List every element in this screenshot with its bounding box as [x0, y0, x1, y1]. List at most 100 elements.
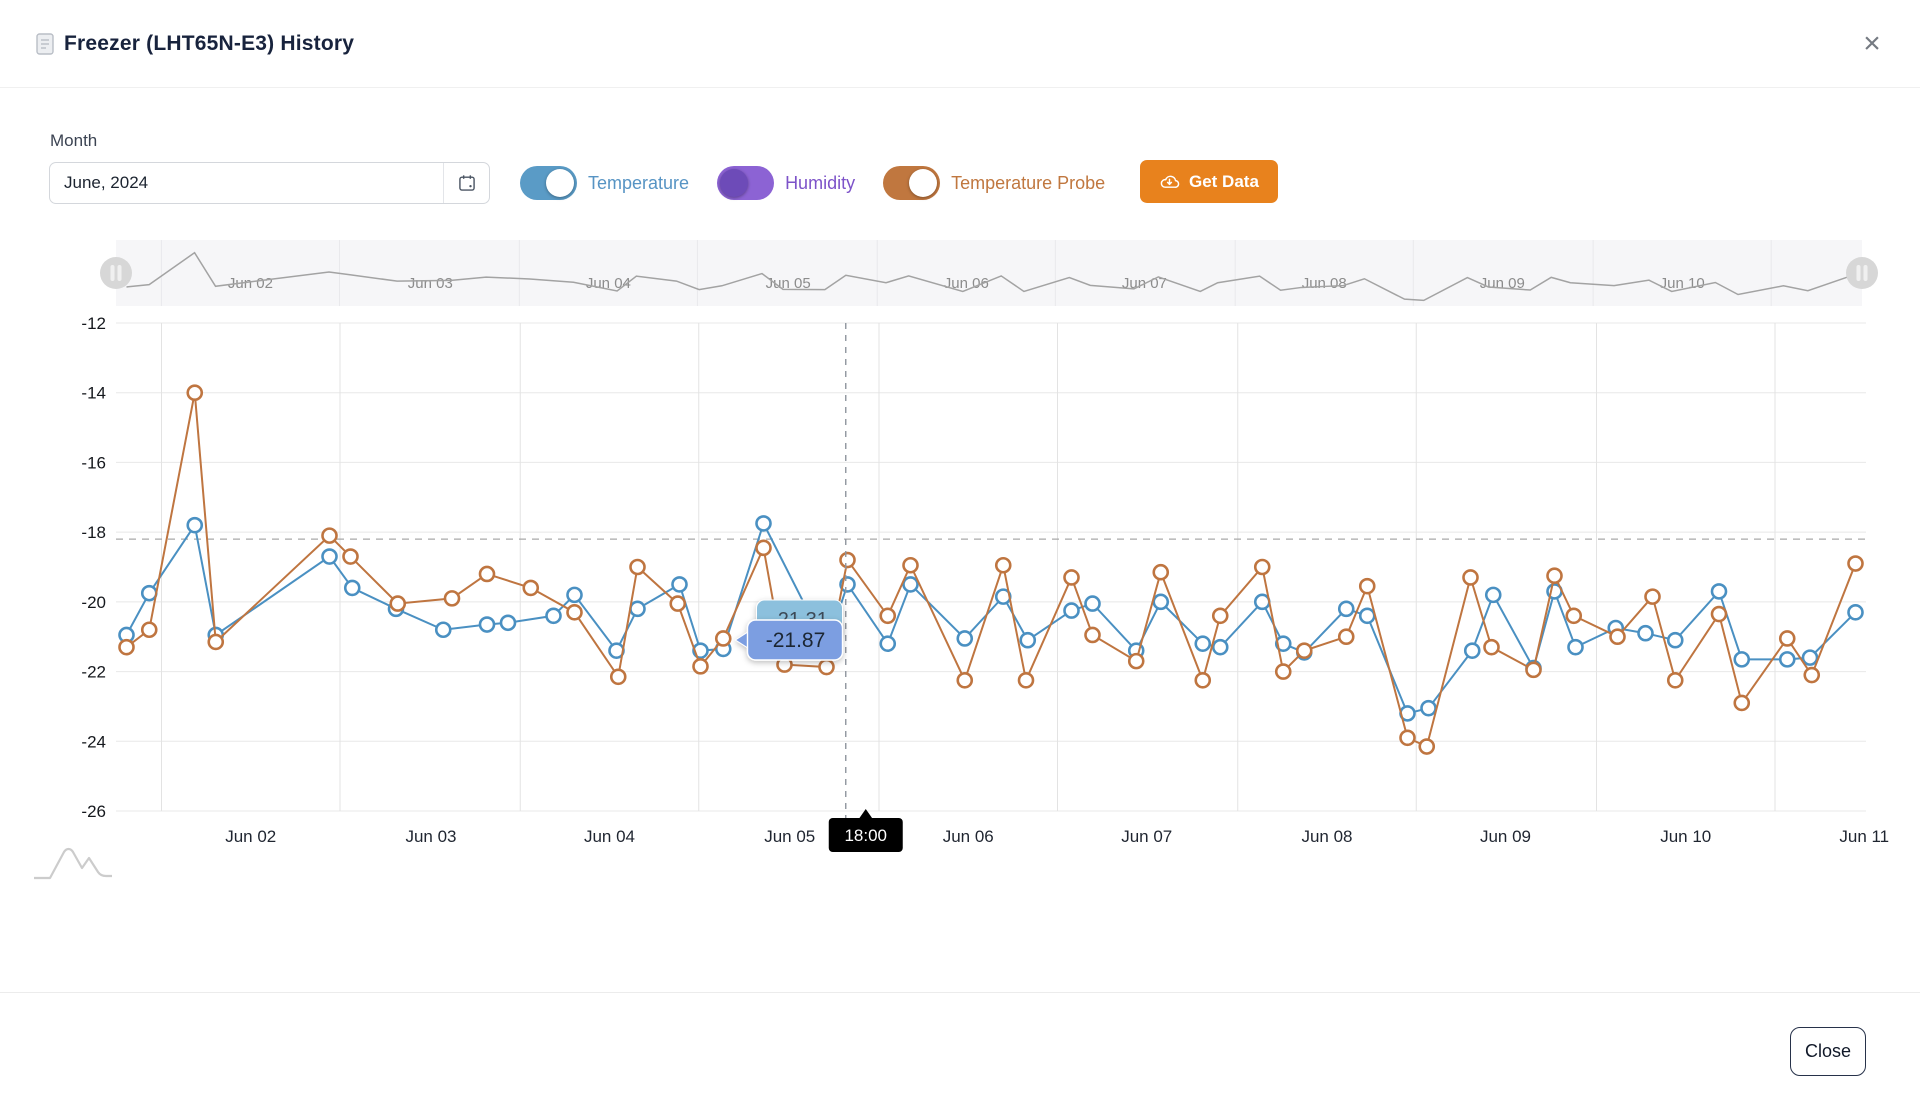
data-point[interactable] [1733, 651, 1751, 668]
data-point[interactable] [478, 565, 496, 583]
data-point[interactable] [1358, 607, 1376, 625]
data-point[interactable] [669, 595, 687, 612]
data-point[interactable] [1525, 661, 1542, 679]
close-button[interactable]: Close [1790, 1027, 1866, 1076]
data-point[interactable] [1399, 729, 1416, 747]
data-point[interactable] [609, 668, 627, 686]
data-point[interactable] [1211, 607, 1229, 625]
data-point[interactable] [1017, 671, 1035, 689]
data-point[interactable] [1019, 631, 1037, 649]
data-point[interactable] [1778, 630, 1796, 647]
data-point[interactable] [1710, 583, 1728, 600]
data-point[interactable] [1847, 604, 1864, 621]
data-point[interactable] [545, 607, 562, 625]
data-point[interactable] [902, 576, 919, 593]
get-data-button[interactable]: Get Data [1140, 160, 1278, 203]
data-point[interactable] [321, 527, 338, 544]
data-point[interactable] [1152, 563, 1170, 581]
data-point[interactable] [671, 576, 688, 593]
data-point[interactable] [818, 658, 835, 676]
navigator-handle-right[interactable] [1846, 257, 1878, 289]
series-temperature[interactable] [118, 515, 1864, 722]
data-point[interactable] [1666, 671, 1684, 689]
data-point[interactable] [1418, 738, 1436, 755]
toggle-humidity[interactable] [717, 166, 775, 200]
data-point[interactable] [186, 384, 204, 402]
data-point[interactable] [994, 556, 1012, 574]
data-point[interactable] [956, 671, 974, 689]
data-point[interactable] [1484, 586, 1502, 604]
data-point[interactable] [1337, 628, 1355, 646]
data-point[interactable] [1253, 558, 1271, 576]
data-point[interactable] [755, 515, 772, 532]
data-point[interactable] [566, 604, 583, 621]
data-point[interactable] [1483, 638, 1500, 656]
data-point[interactable] [1462, 569, 1479, 586]
data-point[interactable] [692, 658, 709, 675]
data-point[interactable] [1127, 652, 1145, 670]
data-point[interactable] [186, 516, 204, 534]
data-point[interactable] [478, 616, 496, 633]
history-chart[interactable]: Jun 02 Jun 03 Jun 04 Jun 05 Jun 06 Jun 07 Jun … [0, 230, 1920, 892]
data-point[interactable] [1084, 626, 1101, 644]
data-point[interactable] [389, 595, 407, 612]
toggle-temperature[interactable] [520, 166, 577, 200]
data-point[interactable] [342, 548, 359, 565]
navigator-handle-left[interactable] [100, 257, 132, 289]
data-point[interactable] [118, 638, 135, 656]
data-point[interactable] [629, 558, 646, 576]
data-point[interactable] [1063, 569, 1080, 586]
data-point[interactable] [1803, 666, 1821, 684]
data-point[interactable] [443, 590, 461, 607]
data-point[interactable] [1778, 651, 1796, 668]
data-point[interactable] [1084, 595, 1101, 612]
data-point[interactable] [1637, 624, 1654, 642]
data-point[interactable] [839, 551, 856, 569]
data-point[interactable] [629, 600, 646, 618]
data-point[interactable] [1546, 567, 1563, 585]
data-point[interactable] [1666, 631, 1684, 649]
data-point[interactable] [714, 630, 732, 647]
data-point[interactable] [140, 584, 158, 602]
data-point[interactable] [1194, 635, 1212, 652]
data-point[interactable] [1644, 588, 1661, 605]
data-point[interactable] [1194, 671, 1212, 689]
data-point[interactable] [1152, 593, 1170, 611]
data-point[interactable] [499, 614, 517, 632]
data-point[interactable] [434, 621, 452, 639]
data-point[interactable] [321, 548, 338, 565]
data-point[interactable] [902, 556, 919, 574]
data-point[interactable] [1609, 628, 1626, 646]
data-point[interactable] [207, 633, 225, 651]
data-point[interactable] [1211, 638, 1229, 656]
data-point[interactable] [1801, 649, 1819, 666]
data-point[interactable] [140, 621, 158, 639]
data-point[interactable] [1847, 555, 1864, 572]
chart-toolbox-icon[interactable] [34, 847, 112, 880]
month-input[interactable]: June, 2024 [49, 162, 490, 204]
data-point[interactable] [879, 607, 897, 625]
data-point[interactable] [1358, 577, 1376, 595]
data-point[interactable] [956, 630, 974, 647]
close-icon[interactable]: × [1854, 26, 1890, 62]
data-point[interactable] [1274, 663, 1292, 680]
data-point[interactable] [522, 579, 540, 597]
data-point[interactable] [1733, 694, 1751, 712]
data-point[interactable] [1337, 600, 1355, 618]
navigator-strip[interactable] [116, 240, 1862, 306]
data-point[interactable] [1063, 602, 1080, 619]
data-point[interactable] [1463, 642, 1481, 659]
toggle-temperature-probe[interactable] [883, 166, 941, 200]
data-point[interactable] [566, 586, 583, 604]
data-point[interactable] [1420, 699, 1437, 717]
data-point[interactable] [879, 635, 897, 652]
data-point[interactable] [1274, 635, 1292, 652]
data-point[interactable] [1295, 642, 1313, 659]
data-point[interactable] [1565, 607, 1583, 625]
data-point[interactable] [1567, 638, 1584, 656]
data-point[interactable] [343, 579, 361, 597]
data-point[interactable] [1710, 605, 1728, 623]
series-temperature-probe[interactable] [118, 384, 1864, 755]
data-point[interactable] [755, 539, 772, 557]
calendar-button[interactable] [443, 163, 489, 203]
